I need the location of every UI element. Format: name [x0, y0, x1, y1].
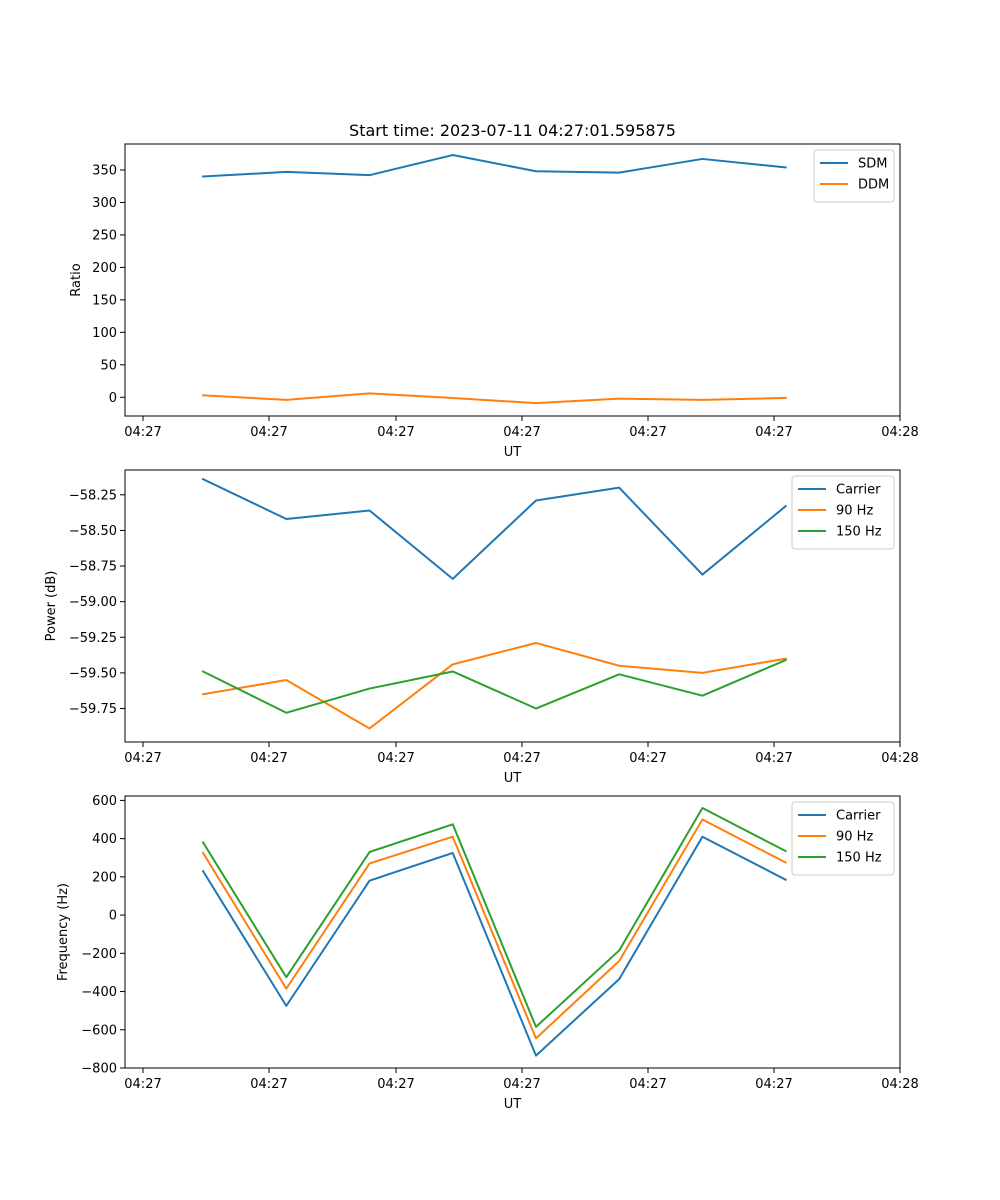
x-tick-label: 04:27 — [250, 751, 287, 766]
y-tick-label: 600 — [92, 794, 117, 809]
subplot-3: 04:27 04:27 04:27 04:27 04:27 04:27 04:28 −800 −… — [56, 794, 919, 1112]
y-tick-label: −200 — [81, 947, 117, 962]
x-tick-label: 04:28 — [881, 1077, 918, 1092]
y-tick-label: −600 — [81, 1023, 117, 1038]
y-tick-label: 50 — [100, 358, 117, 373]
x-tick-label: 04:27 — [250, 425, 287, 440]
y-tick-label: 300 — [92, 196, 117, 211]
legend-label: 150 Hz — [836, 525, 882, 540]
x-tick-label: 04:27 — [377, 425, 414, 440]
y-tick-label: 0 — [109, 391, 117, 406]
y-tick-label: −59.25 — [69, 631, 117, 646]
series-line-carrier — [201, 477, 788, 580]
y-tick-label: −58.25 — [69, 488, 117, 503]
legend-label: 90 Hz — [836, 830, 873, 845]
legend: Carrier 90 Hz 150 Hz — [791, 475, 895, 550]
x-tick-label: 04:27 — [124, 1077, 161, 1092]
legend: SDM DDM — [813, 149, 895, 203]
y-axis-label: Power (dB) — [44, 571, 59, 642]
x-tick-label: 04:28 — [881, 425, 918, 440]
x-tick-label: 04:27 — [503, 751, 540, 766]
y-tick-label: −58.50 — [69, 524, 117, 539]
x-tick-label: 04:27 — [124, 751, 161, 766]
y-tick-label: 150 — [92, 293, 117, 308]
x-tick-label: 04:27 — [377, 1077, 414, 1092]
subplot-2: 04:27 04:27 04:27 04:27 04:27 04:27 04:28 −59.7… — [44, 469, 919, 786]
x-axis-label: UT — [504, 445, 522, 460]
x-tick-label: 04:27 — [503, 425, 540, 440]
series-line-150-hz — [201, 807, 787, 1028]
x-tick-label: 04:27 — [503, 1077, 540, 1092]
y-tick-label: 100 — [92, 326, 117, 341]
y-tick-label: 400 — [92, 832, 117, 847]
axes-frame — [124, 795, 901, 1069]
x-tick-label: 04:27 — [250, 1077, 287, 1092]
x-tick-label: 04:27 — [629, 751, 666, 766]
x-tick-label: 04:27 — [755, 1077, 792, 1092]
legend-label: 150 Hz — [836, 851, 882, 866]
series-line-carrier — [201, 835, 787, 1057]
legend-label: 90 Hz — [836, 504, 873, 519]
y-axis-label: Frequency (Hz) — [56, 883, 71, 981]
x-tick-label: 04:27 — [629, 425, 666, 440]
series-line-90-hz — [201, 641, 787, 730]
legend: Carrier 90 Hz 150 Hz — [791, 801, 895, 876]
y-tick-label: 200 — [92, 261, 117, 276]
x-tick-label: 04:28 — [881, 751, 918, 766]
legend-label: Carrier — [836, 809, 881, 824]
y-tick-label: 350 — [92, 163, 117, 178]
y-axis-label: Ratio — [69, 263, 84, 296]
series-line-ddm — [202, 392, 787, 405]
y-tick-label: −59.75 — [69, 702, 117, 717]
x-tick-label: 04:27 — [755, 425, 792, 440]
x-axis-label: UT — [504, 771, 522, 786]
subplots: 04:27 04:27 04:27 04:27 04:27 04:27 04:28 0 50 10… — [44, 143, 919, 1112]
series-line-150-hz — [201, 658, 787, 714]
y-tick-label: 200 — [92, 870, 117, 885]
y-tick-label: −800 — [81, 1062, 117, 1077]
legend-label: DDM — [858, 178, 889, 193]
x-axis-label: UT — [504, 1097, 522, 1112]
y-tick-label: −400 — [81, 985, 117, 1000]
y-tick-label: −59.50 — [69, 666, 117, 681]
axes-frame — [124, 469, 901, 743]
x-tick-label: 04:27 — [629, 1077, 666, 1092]
y-tick-label: −58.75 — [69, 560, 117, 575]
series-line-sdm — [202, 154, 787, 178]
x-tick-label: 04:27 — [124, 425, 161, 440]
legend-label: SDM — [858, 157, 887, 172]
axes-frame — [124, 143, 901, 417]
y-tick-label: −59.00 — [69, 595, 117, 610]
x-tick-label: 04:27 — [377, 751, 414, 766]
series-line-90-hz — [201, 818, 787, 1040]
subplot-1: 04:27 04:27 04:27 04:27 04:27 04:27 04:28 0 50 10… — [69, 143, 919, 460]
legend-label: Carrier — [836, 483, 881, 498]
x-tick-label: 04:27 — [755, 751, 792, 766]
y-tick-label: 0 — [109, 909, 117, 924]
chart-title: Start time: 2023-07-11 04:27:01.595875 — [349, 121, 676, 140]
y-tick-label: 250 — [92, 228, 117, 243]
